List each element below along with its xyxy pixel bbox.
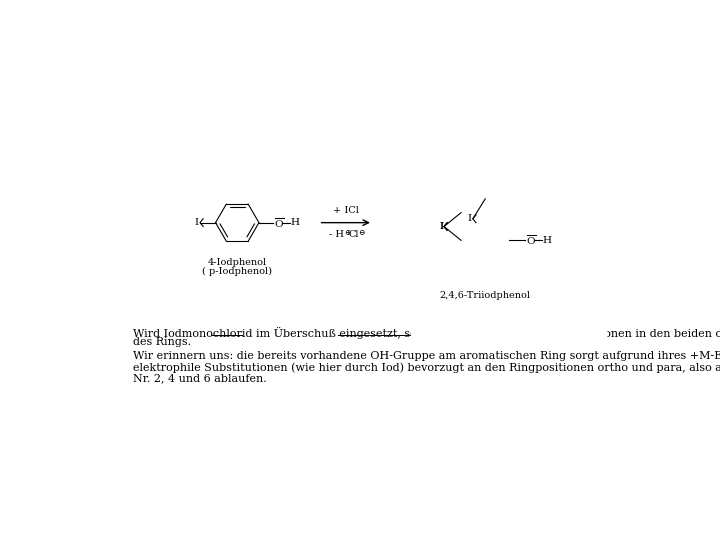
Text: Cl: Cl (349, 231, 359, 239)
Text: ⊖: ⊖ (358, 229, 364, 237)
Text: Nr. 2, 4 und 6 ablaufen.: Nr. 2, 4 und 6 ablaufen. (132, 373, 266, 383)
Text: $\mathregular{\overline{O}}$: $\mathregular{\overline{O}}$ (529, 220, 540, 233)
Text: I: I (439, 222, 444, 231)
Text: I: I (468, 214, 472, 224)
Text: 4-Iodphenol: 4-Iodphenol (207, 258, 267, 267)
Text: Wir erinnern uns: die bereits vorhandene OH-Gruppe am aromatischen Ring sorgt au: Wir erinnern uns: die bereits vorhandene… (132, 351, 720, 361)
Text: H: H (546, 222, 555, 231)
Text: ( p-Iodphenol): ( p-Iodphenol) (202, 267, 272, 275)
Text: des Rings.: des Rings. (132, 338, 191, 347)
Text: 2,4,6-Triiodphenol: 2,4,6-Triiodphenol (440, 291, 531, 300)
Text: $\mathregular{\overline{O}}$: $\mathregular{\overline{O}}$ (526, 233, 536, 247)
Text: H: H (543, 236, 552, 245)
Text: H: H (291, 218, 300, 227)
Text: Wird Iodmonochlorid im Überschuß eingesetzt, so kommt es zu weiteren Substitutio: Wird Iodmonochlorid im Überschuß eingese… (132, 327, 720, 339)
Text: I: I (452, 229, 456, 238)
Text: $\mathregular{\overline{O}}$: $\mathregular{\overline{O}}$ (274, 216, 284, 229)
Text: elektrophile Substitutionen (wie hier durch Iod) bevorzugt an den Ringpositionen: elektrophile Substitutionen (wie hier du… (132, 362, 720, 373)
Text: ⊕: ⊕ (344, 229, 351, 237)
Text: I: I (194, 218, 199, 227)
Text: + ICl: + ICl (333, 206, 359, 215)
Bar (411, 153, 606, 347)
Text: I: I (439, 222, 444, 231)
Text: - H: - H (329, 231, 344, 239)
